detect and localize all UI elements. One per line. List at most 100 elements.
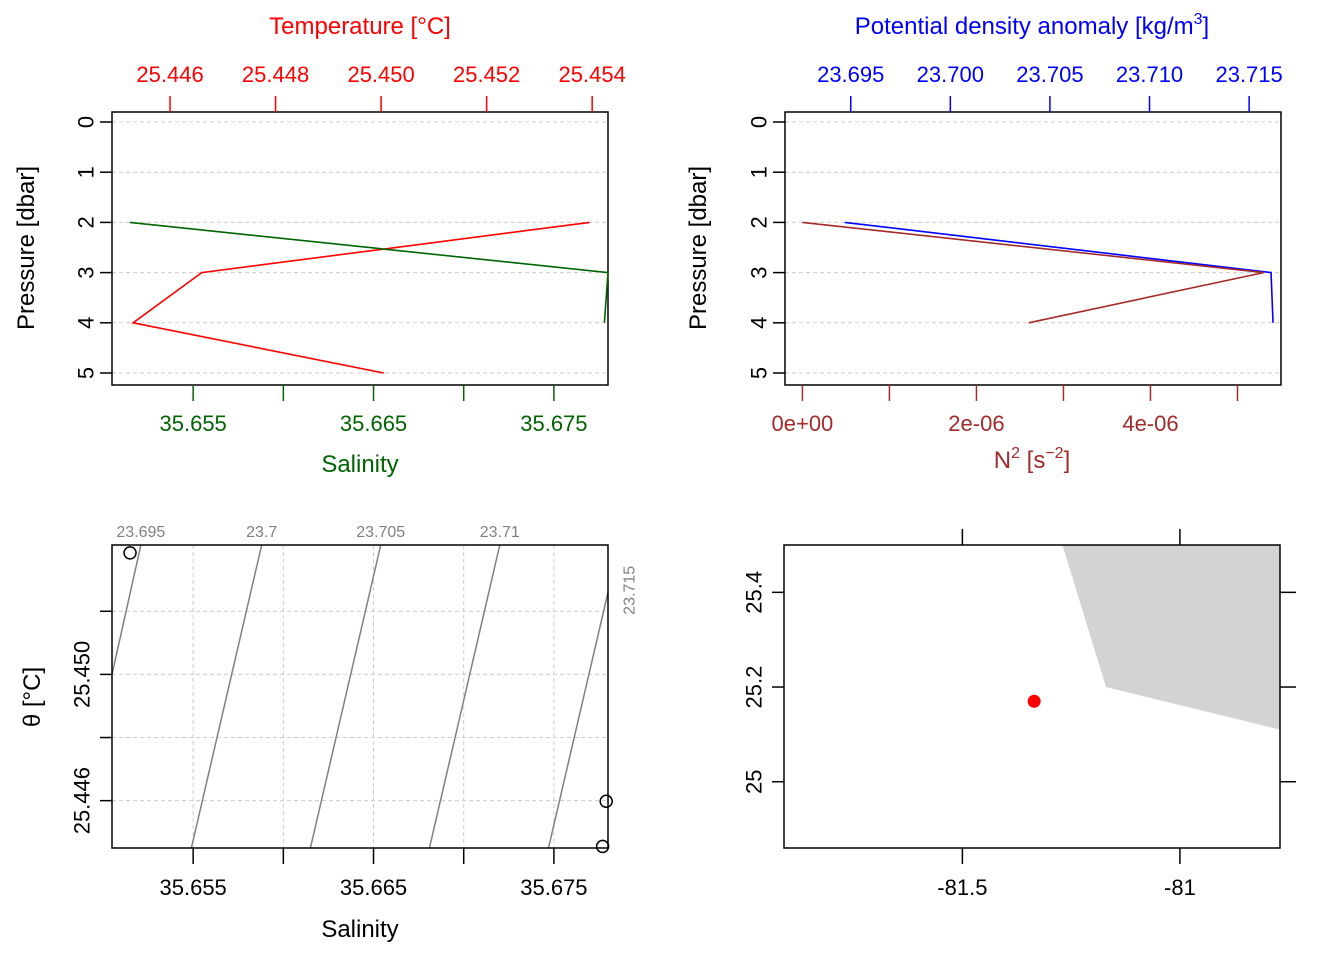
p1-pressure-tick-label: 4 [74, 317, 99, 329]
p1-pressure-tick-label: 5 [74, 367, 99, 379]
p2-density-tick-label: 23.715 [1215, 62, 1282, 87]
p2-n2-tick-label: 4e-06 [1122, 411, 1178, 436]
p2-top-axis-title: Potential density anomaly [kg/m3] [855, 11, 1209, 40]
p4-land-polygon [1062, 545, 1280, 730]
p2-pressure-axis-title: Pressure [dbar] [685, 166, 712, 330]
p4-map-frame [783, 544, 1281, 849]
p1-temperature-tick-label: 25.446 [136, 62, 203, 87]
p1-salinity-line [129, 221, 609, 323]
p3-theta-tick-label: 25.446 [70, 767, 95, 834]
p3-salinity-axis: 35.655 35.665 35.675 [160, 848, 588, 900]
p3-isopycnal-line [190, 544, 263, 849]
p4-latitude-axis: 25 25.2 25.4 [742, 571, 784, 794]
p3-isopycnal-label: 23.715 [622, 566, 639, 615]
p4-latitude-tick-label: 25 [742, 769, 767, 793]
p2-density-tick-label: 23.695 [817, 62, 884, 87]
p3-isopycnal-line [428, 544, 501, 849]
p3-theta-tick-label: 25.450 [70, 641, 95, 708]
p2-density-tick-label: 23.705 [1016, 62, 1083, 87]
p1-pressure-tick-label: 0 [74, 116, 99, 128]
p1-pressure-tick-label: 2 [74, 216, 99, 228]
p3-theta-axis: 25.446 25.450 [70, 610, 112, 834]
p2-top-title-end: ] [1203, 13, 1210, 40]
p4-longitude-axis: -81.5 -81 [937, 848, 1196, 900]
p2-bottom-title-sup1: 2 [1011, 445, 1020, 462]
p3-ts-points [123, 546, 613, 854]
p1-salinity-tick-label: 35.665 [340, 411, 407, 436]
p1-profile-lines [129, 221, 609, 374]
p2-bottom-title-main: N [994, 447, 1011, 474]
p2-density-tick-label: 23.700 [917, 62, 984, 87]
p3-plot-frame [111, 544, 609, 849]
p4-latitude-tick-label: 25.2 [742, 666, 767, 709]
p2-pressure-tick-label: 0 [747, 116, 772, 128]
p1-salinity-axis: 35.655 35.665 35.675 [160, 385, 588, 436]
p2-top-title-sup: 3 [1194, 11, 1203, 28]
p1-temperature-line [131, 221, 590, 374]
p1-pressure-axis-title: Pressure [dbar] [13, 166, 40, 330]
p3-salinity-tick-label: 35.675 [520, 875, 587, 900]
p1-salinity-tick-label: 35.655 [160, 411, 227, 436]
panel-temperature-salinity-profile: Temperature [°C] 25.446 25.448 25.450 25.45… [13, 13, 626, 478]
p2-bottom-title-sup2: −2 [1045, 445, 1063, 462]
p3-ts-point [599, 794, 613, 809]
p2-pressure-axis: 0 1 2 3 4 5 [747, 116, 785, 379]
p2-pressure-tick-label: 5 [747, 367, 772, 379]
p2-bottom-title-mid: [s [1020, 447, 1045, 474]
p1-temperature-tick-label: 25.452 [453, 62, 520, 87]
p2-n2-tick-label: 2e-06 [948, 411, 1004, 436]
p2-density-line [844, 221, 1274, 323]
p3-isopycnal-label: 23.695 [116, 524, 165, 541]
p3-isopycnal-lines: 23.695 23.7 23.705 23.71 23.715 [111, 524, 639, 849]
p1-temperature-axis: 25.446 25.448 25.450 25.452 25.454 [136, 62, 626, 112]
p2-n2-tick-label: 0e+00 [772, 411, 834, 436]
p1-top-axis-title: Temperature [°C] [269, 13, 451, 40]
p2-pressure-tick-label: 1 [747, 166, 772, 178]
p2-density-axis: 23.695 23.700 23.705 23.710 23.715 [817, 62, 1283, 112]
p1-pressure-tick-label: 1 [74, 166, 99, 178]
p3-gridlines [112, 545, 608, 848]
p1-gridlines [112, 121, 608, 374]
p4-longitude-tick-label: -81.5 [937, 875, 987, 900]
p4-latitude-tick-label: 25.4 [742, 571, 767, 614]
p4-station-marker [1027, 694, 1041, 708]
p3-salinity-axis-title: Salinity [321, 916, 398, 943]
p3-ts-point [123, 546, 137, 560]
p1-bottom-axis-title: Salinity [321, 451, 398, 478]
panel-density-n2-profile: Potential density anomaly [kg/m3] 23.695… [685, 11, 1283, 474]
p2-pressure-tick-label: 3 [747, 266, 772, 278]
p3-isopycnal-line [111, 544, 142, 675]
p1-salinity-tick-label: 35.675 [520, 411, 587, 436]
p3-isopycnal-label: 23.71 [480, 524, 520, 541]
p3-isopycnal-line [547, 592, 609, 849]
p2-n2-axis: 0e+00 2e-06 4e-06 [772, 385, 1239, 436]
p1-temperature-tick-label: 25.448 [242, 62, 309, 87]
p2-top-title-main: Potential density anomaly [kg/m [855, 13, 1194, 40]
p2-pressure-tick-label: 4 [747, 317, 772, 329]
panel-ts-diagram: 23.695 23.7 23.705 23.71 23.715 35.655 35.665… [19, 524, 639, 943]
p1-pressure-axis: 0 1 2 3 4 5 [74, 116, 112, 379]
p2-pressure-tick-label: 2 [747, 216, 772, 228]
p3-ts-point [595, 839, 610, 854]
p4-top-ticks [961, 529, 1181, 545]
p1-pressure-tick-label: 3 [74, 266, 99, 278]
p3-isopycnal-label: 23.7 [246, 524, 277, 541]
p4-longitude-tick-label: -81 [1164, 875, 1196, 900]
p3-isopycnal-line [309, 544, 382, 849]
p2-bottom-title-end: ] [1064, 447, 1071, 474]
p1-temperature-tick-label: 25.450 [347, 62, 414, 87]
p2-profile-lines [802, 221, 1274, 324]
p3-salinity-tick-label: 35.665 [340, 875, 407, 900]
p2-bottom-axis-title: N2 [s−2] [994, 445, 1071, 474]
p2-plot-frame [784, 111, 1282, 386]
p3-isopycnal-label: 23.705 [356, 524, 405, 541]
p3-theta-axis-title: θ [°C] [19, 667, 46, 727]
p2-gridlines [785, 121, 1281, 374]
p1-temperature-tick-label: 25.454 [559, 62, 626, 87]
panel-station-map: -81.5 -81 25 25.2 25.4 [742, 529, 1296, 900]
p1-plot-frame [111, 111, 609, 386]
p2-n2-line [802, 221, 1264, 324]
p2-density-tick-label: 23.710 [1116, 62, 1183, 87]
p4-right-ticks [1280, 591, 1296, 783]
